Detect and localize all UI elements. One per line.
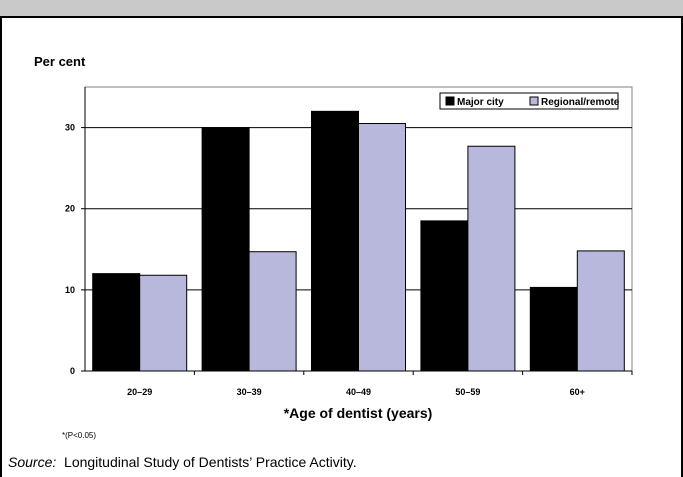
x-tick-labels: 20–29 30–39 40–49 50–59 60+ — [127, 387, 585, 397]
bar-group — [92, 110, 625, 372]
legend-swatch-regional-remote — [529, 96, 539, 106]
bar-major-city-3 — [420, 220, 469, 372]
legend: Major city Regional/remote — [439, 92, 620, 110]
legend-box — [439, 92, 619, 110]
frame-left-border — [0, 16, 2, 477]
frame-right-border — [681, 16, 683, 477]
bar-regional-remote-0 — [139, 274, 188, 372]
y-tick-labels: 0 10 20 30 — [65, 123, 75, 376]
y-tick-label-10: 10 — [65, 285, 75, 295]
legend-label-regional-remote: Regional/remote — [541, 97, 620, 108]
bar-major-city-2 — [311, 110, 359, 372]
bar-major-city-1 — [201, 127, 250, 372]
x-axis-label: *Age of dentist (years) — [284, 405, 433, 421]
source-text: Longitudinal Study of Dentists’ Practice… — [64, 454, 357, 470]
y-tick-label-30: 30 — [65, 123, 75, 133]
source-label: Source: — [8, 454, 57, 470]
bar-regional-remote-2 — [358, 123, 406, 372]
bar-major-city-0 — [92, 273, 141, 372]
header-bar — [0, 0, 683, 18]
legend-label-major-city: Major city — [457, 97, 504, 108]
bar-major-city-4 — [529, 286, 578, 372]
legend-swatch-major-city — [445, 96, 455, 106]
x-tick-label-0: 20–29 — [127, 387, 152, 397]
y-tick-label-0: 0 — [70, 366, 75, 376]
y-tick-label-20: 20 — [65, 204, 75, 214]
y-axis-label: Per cent — [34, 54, 86, 69]
significance-footnote: *(P<0.05) — [62, 431, 97, 440]
source-note: Source: Longitudinal Study of Dentists’ … — [8, 454, 357, 470]
bar-regional-remote-1 — [248, 251, 297, 372]
x-tick-label-2: 40–49 — [346, 387, 371, 397]
x-tick-label-4: 60+ — [570, 387, 585, 397]
x-tick-label-3: 50–59 — [455, 387, 480, 397]
bar-regional-remote-4 — [576, 250, 625, 372]
axes — [81, 87, 633, 375]
bar-regional-remote-3 — [467, 145, 516, 372]
x-tick-label-1: 30–39 — [237, 387, 262, 397]
